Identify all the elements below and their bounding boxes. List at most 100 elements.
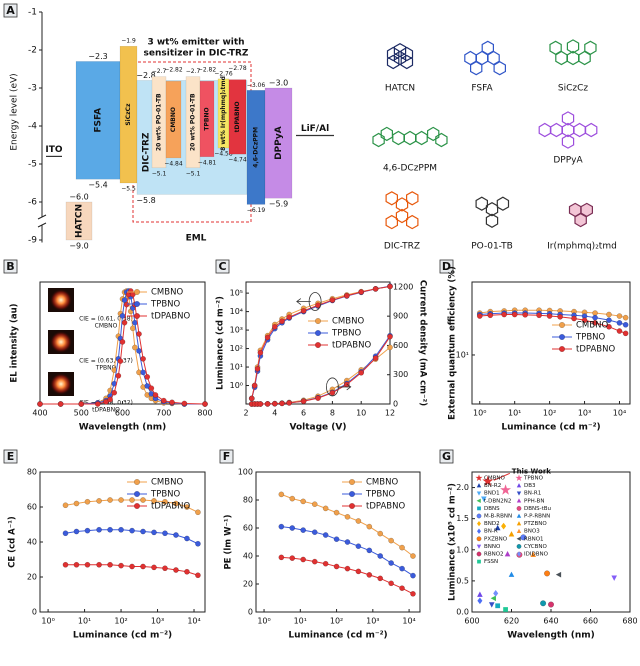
legend-marker: [516, 483, 522, 488]
x-tick-label: 800: [197, 409, 212, 418]
marker: [195, 509, 201, 516]
marker: [132, 344, 138, 351]
y-tick-label: 10¹: [230, 363, 243, 372]
x-tick-label: 600: [115, 409, 130, 418]
marker: [173, 532, 179, 538]
marker: [503, 607, 508, 612]
legend-marker: [516, 543, 522, 549]
legend-label: RBNO1: [524, 536, 544, 542]
marker: [343, 381, 350, 388]
marker: [606, 323, 612, 330]
marker: [410, 553, 416, 559]
marker: [107, 561, 113, 568]
marker: [581, 317, 588, 324]
lumo-label: −6.0: [69, 193, 88, 202]
molecule-ring: [427, 126, 440, 142]
marker: [311, 558, 318, 565]
legend-label: PPH-BN: [524, 498, 544, 504]
lumo-label: −2.82: [164, 67, 183, 74]
molecule-ring: [584, 40, 597, 55]
marker: [481, 496, 487, 502]
molecule-name: HATCN: [385, 84, 415, 94]
marker: [151, 529, 157, 536]
legend-label: PXZBNO: [484, 536, 508, 542]
molecule-ring: [372, 132, 385, 148]
marker: [311, 501, 318, 508]
molecule-ring: [481, 40, 494, 55]
x-tick-label: 400: [32, 409, 47, 418]
y-tick-label: 20: [27, 573, 37, 582]
y-tick-label: 10⁰: [230, 381, 243, 390]
y-tick-label: -4: [28, 122, 37, 132]
x-tick-label: 8: [330, 409, 335, 418]
marker: [387, 344, 393, 351]
molecule-name: FSFA: [471, 84, 493, 94]
marker: [119, 339, 126, 345]
annotation-arrow: [336, 383, 352, 391]
y-axis-label: EL intensity (au): [10, 303, 20, 382]
homo-label: −4.81: [198, 159, 217, 166]
marker: [410, 572, 416, 579]
legend-label: FSSN: [484, 559, 498, 565]
y-tick-label: -2: [28, 46, 37, 56]
x-tick-label: 10⁴: [613, 409, 626, 418]
x-tick-label: 10⁰: [257, 617, 270, 626]
marker: [388, 580, 394, 587]
eml-title: 3 wt% emitter with: [147, 38, 244, 48]
molecule-ring: [380, 126, 393, 142]
legend-label: CYCBNO: [524, 544, 548, 550]
lumo-label: −2.7: [152, 68, 167, 75]
inset-cie: CIE = (0.63, 0.37): [79, 358, 133, 365]
y-tick-label: 40: [27, 538, 37, 547]
legend-label: BND1: [484, 491, 500, 497]
legend-label: CMBNO: [332, 317, 364, 327]
panel-letter-box: [3, 449, 18, 464]
x-tick-label: 10⁰: [41, 617, 54, 626]
legend-label: DBNS-tBu: [524, 506, 551, 512]
legend-marker: [516, 528, 522, 533]
marker: [622, 330, 629, 337]
lumo-label: −2.8: [136, 71, 155, 80]
marker: [78, 401, 85, 407]
marker: [121, 319, 128, 326]
marker: [107, 396, 113, 403]
y-tick-label: 1.0: [456, 545, 469, 554]
legend-label: BN-R1: [524, 491, 541, 497]
legend-marker: [476, 491, 482, 496]
molecule-name: PO-01-TB: [471, 242, 513, 252]
y2-tick-label: 900: [393, 312, 408, 321]
legend-label: TPBNO: [523, 476, 544, 482]
molecule-name: Ir(mphmq)₂tmd: [547, 242, 617, 252]
legend-marker: [133, 312, 141, 320]
legend-label: TPBNO: [575, 333, 606, 343]
marker: [140, 563, 146, 570]
marker: [344, 565, 351, 572]
marker: [278, 523, 285, 530]
marker: [84, 527, 91, 534]
homo-label: −4.84: [164, 160, 183, 167]
x-tick-label: 10⁰: [473, 409, 486, 418]
marker: [118, 497, 124, 503]
layer-label: CMBNO: [170, 107, 177, 132]
marker: [358, 289, 365, 295]
marker: [140, 528, 146, 535]
marker: [606, 317, 612, 324]
legend-marker: [477, 520, 481, 527]
y-tick-label: 60: [243, 524, 253, 533]
marker: [315, 395, 321, 401]
marker: [73, 500, 80, 507]
marker: [358, 369, 365, 376]
legend-label: BNO3: [524, 529, 540, 535]
inset-name: tDPABNO: [92, 407, 120, 414]
y-tick-label: 0: [32, 608, 37, 617]
marker: [377, 530, 384, 537]
marker: [300, 307, 307, 314]
marker: [286, 400, 293, 406]
panel-letter-box: [439, 259, 454, 274]
molecule-ring: [493, 61, 506, 76]
legend-marker: [314, 329, 322, 337]
molecule-ring: [393, 50, 407, 66]
marker: [311, 529, 318, 536]
marker: [181, 400, 188, 407]
